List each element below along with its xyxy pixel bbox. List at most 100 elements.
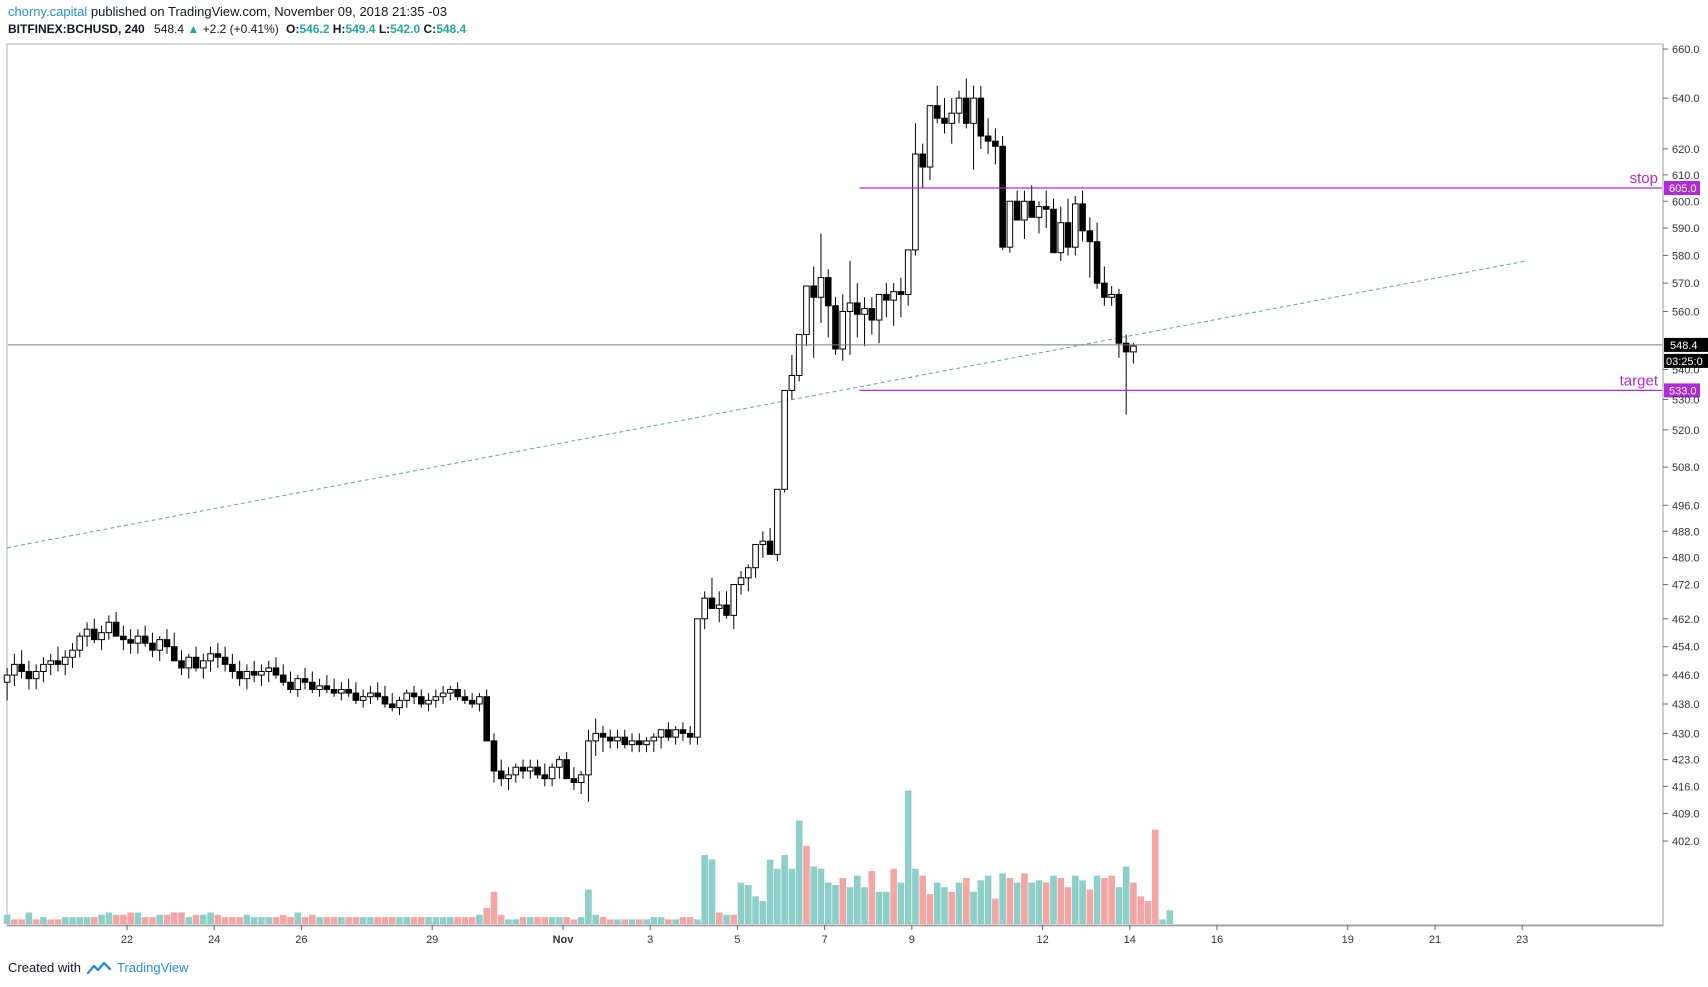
candle-body xyxy=(439,692,447,698)
candle-body xyxy=(381,696,389,705)
candle xyxy=(279,664,287,686)
candle xyxy=(163,629,171,654)
volume-bar xyxy=(11,919,18,924)
candle-body xyxy=(265,667,272,672)
candle xyxy=(868,297,876,335)
volume-bar xyxy=(367,917,374,924)
volume-bar xyxy=(54,919,62,924)
candle xyxy=(854,283,861,338)
candle xyxy=(519,759,527,779)
candle xyxy=(98,625,105,651)
candle-body xyxy=(599,732,607,738)
candle-body xyxy=(788,374,796,391)
price-tick-label: 438.0 xyxy=(1672,699,1700,711)
level-target[interactable]: target 533.0 xyxy=(859,372,1700,398)
candle xyxy=(548,763,556,787)
time-tick-label: 21 xyxy=(1429,934,1441,946)
price-tick-label: 416.0 xyxy=(1672,781,1700,793)
candle xyxy=(752,543,759,578)
candle-body xyxy=(134,635,142,644)
volume-bar xyxy=(1115,887,1123,924)
volume-bar xyxy=(98,914,105,924)
candle-body xyxy=(1079,203,1086,232)
volume-bar xyxy=(824,882,832,924)
volume-bar xyxy=(454,917,461,924)
candle-body xyxy=(803,285,810,335)
candle xyxy=(686,726,694,745)
candle-body xyxy=(330,688,338,694)
volume-bar xyxy=(803,845,810,924)
candle xyxy=(970,85,977,170)
candle xyxy=(643,737,650,753)
volume-bar xyxy=(250,917,258,924)
candle-body xyxy=(890,291,897,301)
footer: Created with TradingView xyxy=(8,960,189,975)
candle xyxy=(650,733,658,753)
volume-bar xyxy=(221,917,229,924)
volume-bar xyxy=(323,917,331,924)
volume-bar xyxy=(774,868,781,924)
volume-bar xyxy=(519,917,527,924)
tradingview-brand-link[interactable]: TradingView xyxy=(116,960,189,975)
candle-body xyxy=(817,277,825,298)
candle-body xyxy=(61,656,69,665)
candle-body xyxy=(672,729,679,738)
volume-bar xyxy=(817,868,825,924)
candle-body xyxy=(120,635,127,641)
candle xyxy=(810,266,818,358)
candle xyxy=(301,667,309,690)
candle-body xyxy=(846,302,854,312)
candle-body xyxy=(919,153,927,168)
volume-bar xyxy=(1072,875,1079,924)
candle-body xyxy=(781,389,788,490)
candle-body xyxy=(338,688,345,694)
price-tick-label: 480.0 xyxy=(1672,553,1700,565)
candle-body xyxy=(854,302,861,315)
time-tick-label: 16 xyxy=(1211,934,1223,946)
candle xyxy=(701,591,709,630)
volume-bar xyxy=(890,868,897,924)
symbol-name[interactable]: BITFINEX:BCHUSD, 240 xyxy=(8,22,145,36)
candle-body xyxy=(25,670,33,680)
candle-body xyxy=(679,729,687,734)
volume-bar xyxy=(69,917,76,924)
volume-bar xyxy=(970,891,977,924)
volume-bar xyxy=(388,917,396,924)
level-price-tag xyxy=(1664,180,1700,195)
volume-bar xyxy=(912,868,919,924)
volume-bar xyxy=(861,887,868,924)
candle-body xyxy=(926,105,934,168)
volume-bar xyxy=(83,917,91,924)
candle-body xyxy=(992,140,999,147)
candle xyxy=(47,653,55,676)
candle xyxy=(803,285,810,347)
high-label: H: xyxy=(332,22,346,36)
candle xyxy=(490,733,498,783)
price-levels: stop 605.0 target 533.0 xyxy=(859,170,1700,398)
candle-body xyxy=(454,688,461,698)
volume-bar xyxy=(643,919,650,924)
volume-bar xyxy=(287,917,294,924)
candle-body xyxy=(388,703,396,709)
candle xyxy=(61,650,69,676)
candle-body xyxy=(933,105,941,119)
author-link[interactable]: chorny.capital xyxy=(8,4,88,19)
candle xyxy=(766,528,774,555)
level-stop[interactable]: stop 605.0 xyxy=(859,170,1700,195)
candle xyxy=(1122,334,1130,415)
volume-bar xyxy=(432,917,440,924)
volume-bar xyxy=(926,894,934,924)
volume-bar xyxy=(1028,882,1035,924)
current-price-tag xyxy=(1664,337,1708,352)
trend-line[interactable] xyxy=(7,260,1527,549)
candle-body xyxy=(875,293,883,321)
candle xyxy=(396,696,403,715)
volume-bar xyxy=(301,917,309,924)
volume-bar xyxy=(636,919,643,924)
volume-bar xyxy=(1130,882,1137,924)
candle xyxy=(359,689,367,708)
level-name: target xyxy=(1620,372,1659,389)
volume-bar xyxy=(120,914,127,924)
volume-bar xyxy=(752,896,759,924)
